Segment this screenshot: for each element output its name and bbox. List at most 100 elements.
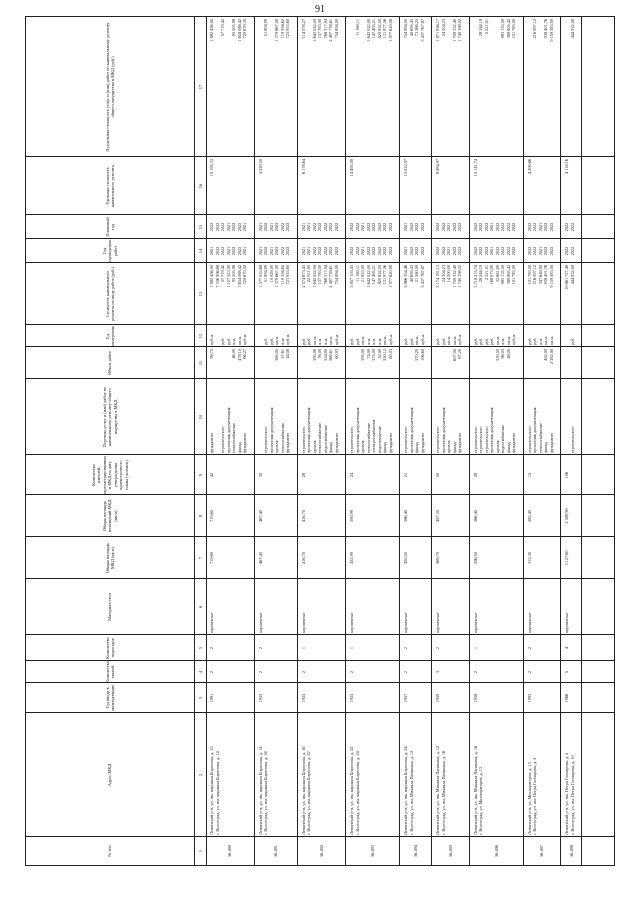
column-number: 12 xyxy=(197,333,203,339)
address-line: г. Волгоград, ул. им. Михаила Паникахи, … xyxy=(408,750,414,835)
costs-line: 720 670,30 xyxy=(242,265,247,285)
address: Ленинский р-н, ул. им. Петра Гончарова, … xyxy=(564,715,575,835)
works: строительного проектная документация кровл… xyxy=(258,381,291,453)
plan-years-line: 2022 xyxy=(419,222,425,232)
units: руб. xyxy=(564,327,575,345)
plan-years: 2022 2022 xyxy=(564,217,575,237)
column-number: 10 xyxy=(197,414,203,420)
wall-material: кирпичные xyxy=(564,612,569,633)
works: строительного проектная документация кровл… xyxy=(301,381,340,453)
area-premises: 390,99 xyxy=(349,510,354,522)
work-years: 2021 2022 2022 2022 xyxy=(403,241,425,261)
volumes: 452,00 2 382,00 xyxy=(527,349,555,377)
units: руб. руб. кв.м. куб.м. xyxy=(403,327,425,345)
units: куб.м. руб. руб. п.м. кв.м. куб.м. xyxy=(209,327,248,345)
floors: 2 xyxy=(300,670,306,674)
works-line: фундамент xyxy=(511,432,516,453)
plan-years-line: 2022 xyxy=(511,222,516,232)
costs: 5 174 181,13 24 504,23 14 200,00 1 709 332,… xyxy=(435,265,463,323)
column-divider xyxy=(26,712,614,713)
column-divider xyxy=(26,660,614,661)
column-number: 2 xyxy=(197,773,203,777)
area-total: 569,70 xyxy=(435,552,440,564)
works: фундамент строительного проектная документ… xyxy=(209,381,248,453)
plan-years-line: 2022 xyxy=(285,222,290,232)
units-line: куб.м. xyxy=(387,333,393,345)
area-premises: 416,70 xyxy=(300,510,306,522)
row-number: 56.491 xyxy=(273,845,278,857)
plan-years: 2022 2022 2021 2022 2022 xyxy=(527,217,555,237)
address: Ленинский р-н, ул. им. маршала Бирюзова,… xyxy=(403,715,414,835)
work-years-line: 2022 xyxy=(333,246,339,256)
unit-cost: 14 495,00 xyxy=(349,159,354,177)
costs: 10 661 727,48 444 932,00 xyxy=(564,265,575,323)
residents: 15 xyxy=(526,472,532,478)
area-premises: 719,60 xyxy=(209,510,214,522)
work-years: 2021 2022 2021 2022 2022 2022 xyxy=(258,241,291,261)
costs-line: 1 977 620,08 xyxy=(387,265,393,288)
table-row: 56.496 Ленинский р-н, ул. им. Михаила Пан… xyxy=(469,17,524,865)
works-line: строительного xyxy=(569,426,575,453)
column-number: 1 xyxy=(197,849,203,853)
limit-cost-line: 9 159 583,00 xyxy=(548,19,554,42)
works-line: фундамент xyxy=(285,432,290,453)
plan-years-line: 2021 xyxy=(242,222,247,232)
works-line: фундамент xyxy=(242,432,247,453)
entrances: 2 xyxy=(257,646,263,650)
costs: 3 718 215,74 28 544,19 2 221,01 168 073,00 3… xyxy=(473,265,517,323)
volumes-line xyxy=(511,349,517,377)
area-premises: 467,40 xyxy=(257,510,263,522)
limit-cost: 11 160,11 1 642 022,00 147 405,21 820 852,5… xyxy=(349,19,393,155)
costs-line: 444 932,00 xyxy=(569,265,575,285)
entrances: 2 xyxy=(403,646,408,650)
units-line: куб.м. xyxy=(242,333,247,345)
costs: 5 866 354,46 40 695,43 21 580,00 3 437 767,… xyxy=(403,265,425,323)
works-line: фундамент xyxy=(419,432,425,453)
column-header: Предельная стоимость услуг и (или) работ… xyxy=(104,22,116,152)
column-divider xyxy=(26,156,614,157)
year-built: 1957 xyxy=(403,693,408,703)
volumes-line: 66,27 xyxy=(242,349,247,359)
residents: 28 xyxy=(300,472,306,478)
entrances: 1 xyxy=(300,646,306,650)
limit-cost: 114 078,27 1 642 022,00 157 783,00 768 317,… xyxy=(301,19,340,155)
column-header: Адрес МКД xyxy=(107,763,113,787)
units-line: руб. xyxy=(569,337,575,345)
table-row: 56.498 Ленинский р-н, ул. им. Петра Гонча… xyxy=(561,17,582,865)
costs: 1 577 053,68 51 894,99 10 929,00 1 379 667,… xyxy=(258,265,291,323)
column-header: № п/п xyxy=(107,845,113,857)
works-line: фундамент xyxy=(457,432,462,453)
work-years: 2021 2022 2022 2021 2022 2022 2021 xyxy=(209,241,248,261)
column-header: Количество жителей, зарегистрированных в… xyxy=(90,455,129,495)
column-number: 7 xyxy=(197,556,203,560)
work-years-line: 2022 xyxy=(569,246,575,256)
column-header: Материал стен xyxy=(107,593,113,621)
column-number: 8 xyxy=(197,514,203,518)
year-built: 1959 xyxy=(435,693,440,703)
column-number: 5 xyxy=(197,646,203,650)
limit-cost: 1 882 456,00 57 719,42 95 505,98 1 654 088,… xyxy=(209,19,248,155)
area-premises: 497,30 xyxy=(435,510,440,522)
area-premises: 285,40 xyxy=(526,510,532,522)
address-line: г. Волгоград, ул. им. Михаила Паникахи, … xyxy=(440,750,446,835)
limit-cost: 754 894,00 40 695,43 73 368,25 3 437 767,87 xyxy=(403,19,425,155)
column-number: 4 xyxy=(197,670,203,674)
works-line: фундамент xyxy=(548,432,554,453)
volumes: 380,00 57,61 44,00 xyxy=(258,349,291,377)
costs-line: 723 953,60 xyxy=(285,265,290,285)
column-divider xyxy=(26,634,614,635)
unit-cost: 4 200,66 xyxy=(526,159,532,175)
column-header: Общая площадь помещений МКД (кв.м) xyxy=(101,499,118,533)
costs: 5 857 103,43 11 160,11 21 853,00 1 642 022,… xyxy=(349,265,393,323)
volumes xyxy=(564,349,575,377)
limit-cost-line: 1 740 398,02 xyxy=(457,19,462,42)
units-line: куб.м. xyxy=(285,333,290,345)
address-line: г. Волгоград, ул. им. маршала Бирюзова, … xyxy=(306,751,311,835)
table-row: 56.492 Ленинский р-н, ул. им. маршала Бир… xyxy=(297,17,346,865)
row-number: 56.494 xyxy=(413,845,418,857)
column-header: Год ввода в эксплуатацию xyxy=(104,684,116,712)
residents: 106 xyxy=(564,471,569,479)
column-header: Удельная стоимость капитального ремонта xyxy=(104,165,116,207)
address: Ленинский р-н, ул. им. маршала Бирюзова,… xyxy=(258,715,269,835)
entrances: 1 xyxy=(472,646,478,650)
